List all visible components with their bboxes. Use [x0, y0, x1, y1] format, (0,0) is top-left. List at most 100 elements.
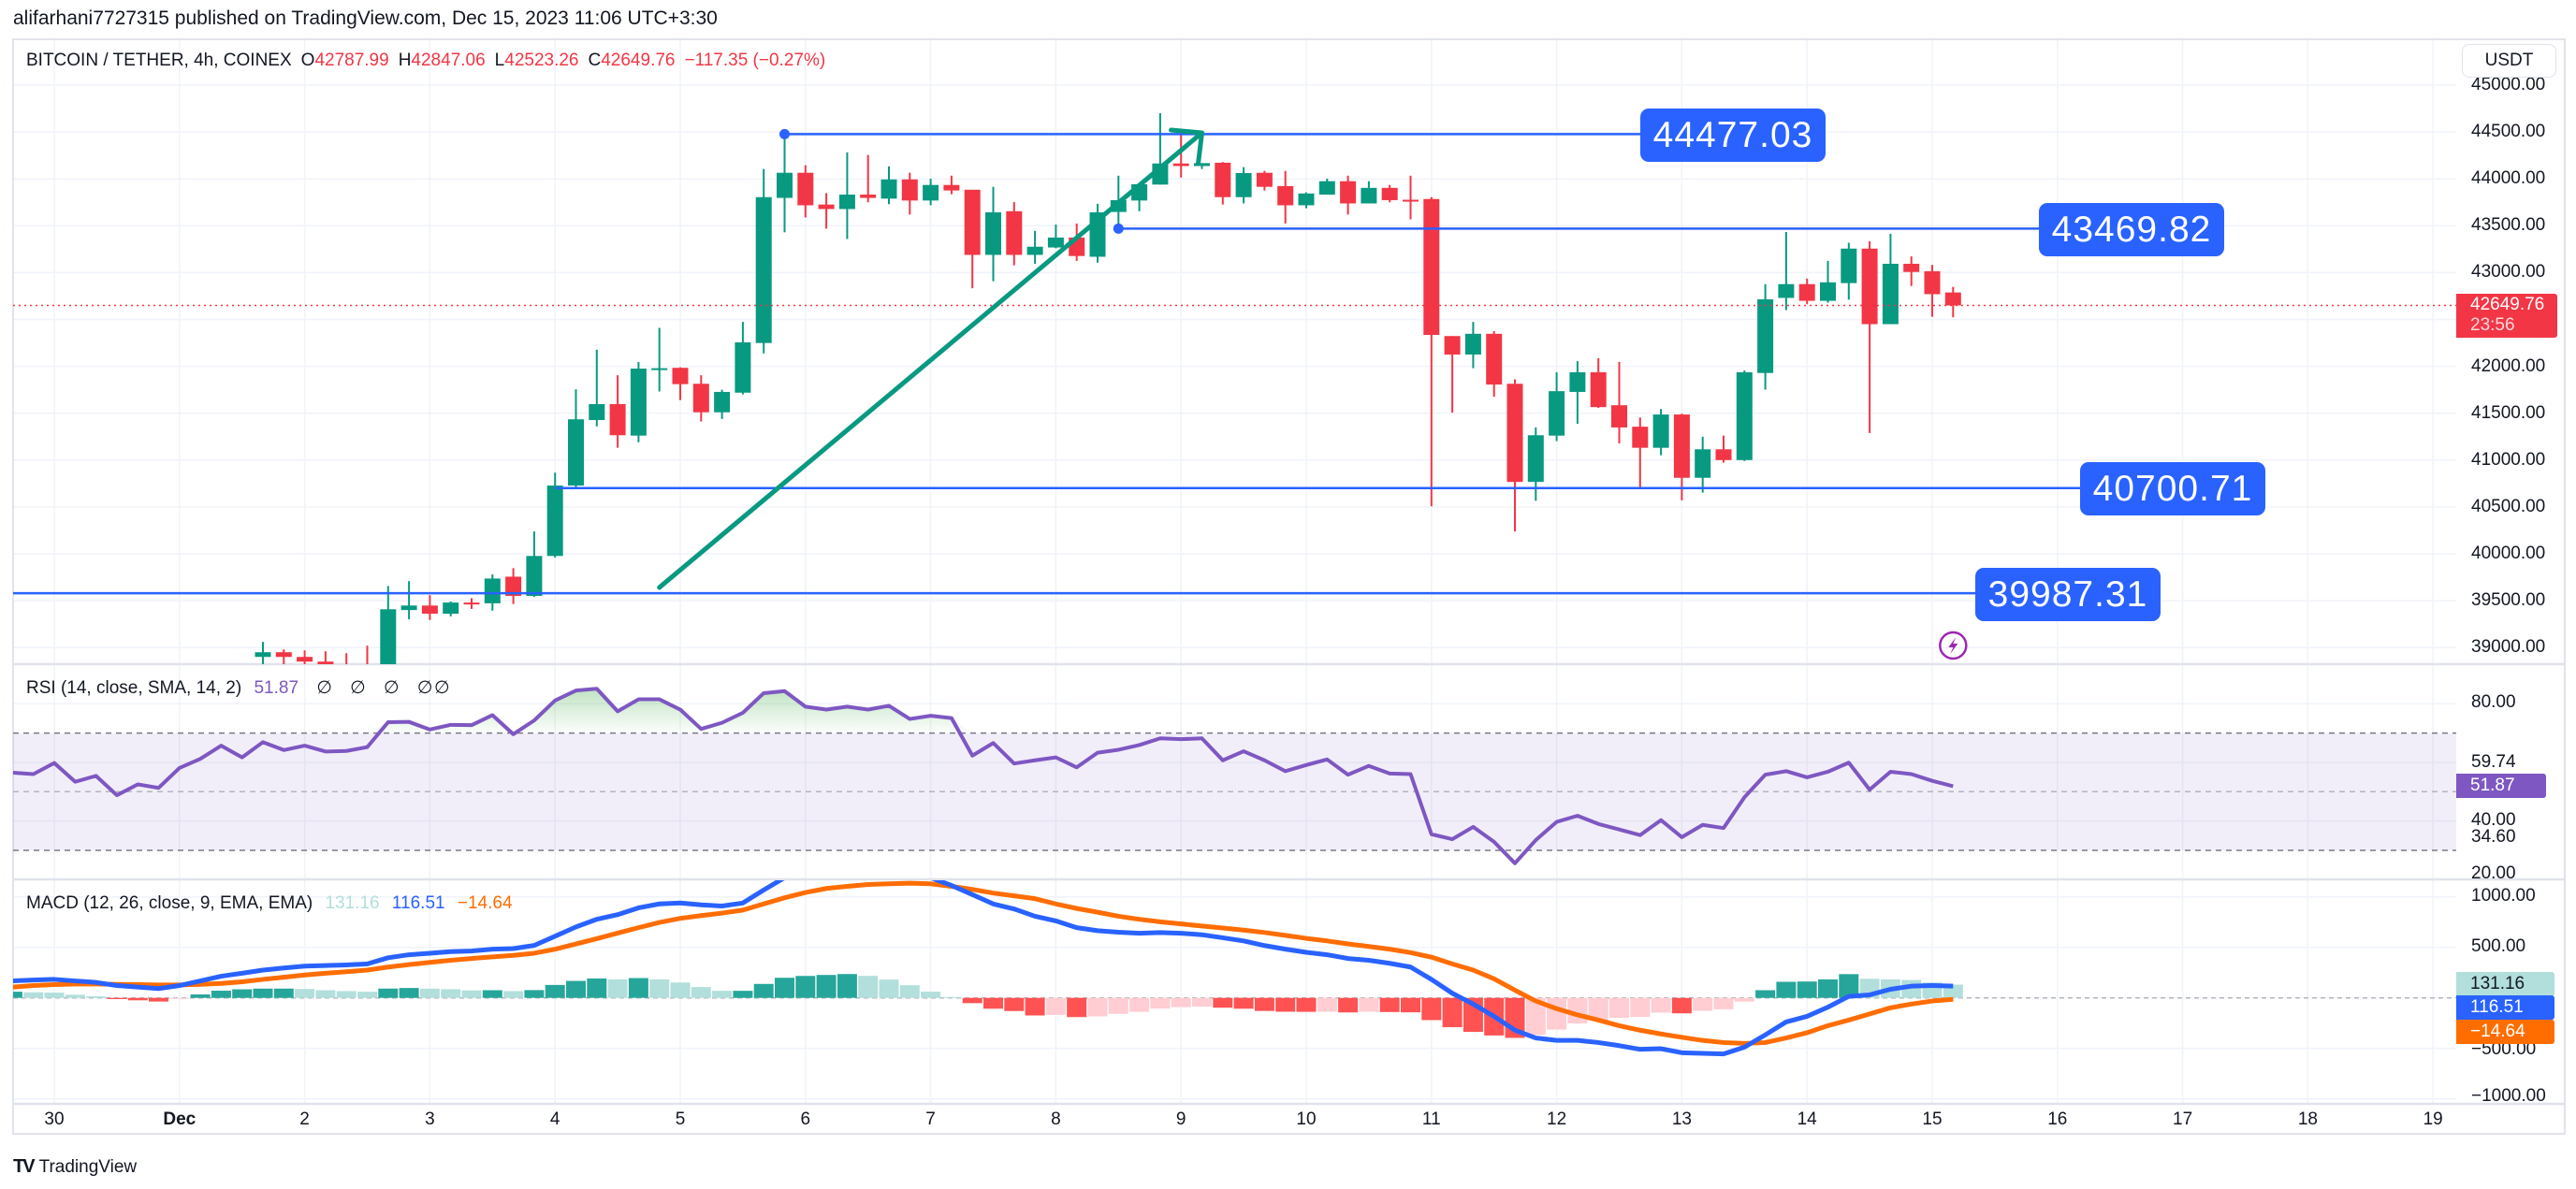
rsi-value-tag: 51.87	[2456, 774, 2546, 798]
candle-body	[1861, 248, 1878, 325]
macd-histogram-bar	[566, 980, 586, 998]
rsi-pane[interactable]	[12, 687, 2456, 865]
macd-histogram-bar	[837, 974, 857, 998]
candle	[1590, 357, 1607, 408]
candle-body	[359, 671, 375, 675]
candle-body	[692, 384, 709, 413]
candle-body	[755, 196, 772, 343]
candle-body	[1506, 384, 1523, 483]
macd-legend[interactable]: MACD (12, 26, close, 9, EMA, EMA) 131.16…	[26, 893, 513, 914]
macd-histogram-bar	[1338, 997, 1359, 1013]
rsi-null-4: ∅	[416, 678, 433, 698]
lightning-icon-bolt	[1948, 637, 1958, 654]
candle	[1715, 435, 1732, 463]
time-axis-label: 9	[1175, 1109, 1186, 1129]
lightning-icon-ring	[1939, 631, 1968, 660]
candle-body	[1444, 336, 1461, 355]
candle	[838, 152, 855, 239]
price-axis-label: 40000.00	[2471, 544, 2546, 563]
macd-histogram-bar	[879, 979, 899, 998]
macd-histogram-bar	[1818, 979, 1838, 998]
time-axis-label: 13	[1671, 1109, 1692, 1129]
level-label-40700[interactable]: 40700.71	[2080, 462, 2265, 515]
macd-histogram-bar	[295, 989, 315, 998]
macd-histogram-bar	[1004, 997, 1025, 1011]
candle	[630, 361, 647, 442]
macd-histogram-bar	[503, 991, 524, 998]
time-axis-label: 16	[2047, 1109, 2068, 1129]
level-label-44477[interactable]: 44477.03	[1640, 109, 1826, 162]
candle	[1318, 178, 1335, 196]
candle	[1841, 242, 1857, 300]
candle	[943, 175, 960, 195]
macd-histogram-bar	[1734, 997, 1754, 1002]
macd-histogram-bar	[712, 991, 733, 998]
macd-histogram-bar	[1609, 997, 1629, 1019]
candle-body	[714, 391, 731, 413]
macd-histogram-bar	[1192, 997, 1212, 1007]
tradingview-logo[interactable]: TV TradingView	[13, 1156, 137, 1178]
candle	[1944, 286, 1961, 318]
candle-body	[400, 605, 417, 611]
pane-frame	[12, 38, 2566, 1135]
level-label-39987[interactable]: 39987.31	[1975, 568, 2161, 621]
last-price-tag: 42649.76 23:56	[2456, 294, 2557, 338]
macd-histogram-bar	[753, 983, 774, 998]
macd-histogram-bar	[1839, 974, 1859, 998]
candle-body	[1549, 391, 1565, 436]
candle	[1549, 371, 1565, 442]
candle	[1026, 230, 1043, 264]
symbol-legend: BITCOIN / TETHER, 4h, COINEX O 42787.99 H…	[26, 51, 825, 71]
rsi-legend[interactable]: RSI (14, close, SMA, 14, 2) 51.87 ∅ ∅ ∅ …	[26, 677, 432, 699]
macd-histogram-bar	[169, 997, 190, 999]
time-axis-label: 8	[1051, 1109, 1061, 1129]
last-price: 42649.76	[2470, 295, 2545, 314]
price-axis-label: 42000.00	[2471, 355, 2546, 376]
candle	[1235, 167, 1252, 204]
currency-button[interactable]: USDT	[2462, 44, 2556, 78]
time-axis-label: 10	[1296, 1109, 1317, 1129]
candle	[1256, 170, 1273, 191]
macd-histogram-bar	[899, 985, 920, 998]
level-label-43469[interactable]: 43469.82	[2039, 203, 2224, 256]
candle-body	[818, 204, 835, 210]
rsi-axis-3460: 34.60	[2471, 827, 2516, 847]
macd-histogram-bar	[1317, 997, 1337, 1012]
candle-body	[838, 195, 855, 210]
time-axis-label: 11	[1421, 1109, 1441, 1129]
candle-body	[297, 657, 313, 662]
time-axis-label: Dec	[163, 1109, 196, 1129]
price-pane[interactable]	[13, 112, 2456, 680]
candle	[1632, 417, 1649, 488]
candle-body	[1673, 414, 1690, 478]
candle	[1277, 170, 1294, 224]
candle-body	[1298, 193, 1315, 206]
candle-body	[651, 368, 668, 370]
candle-body	[1215, 162, 1231, 197]
candle	[923, 178, 939, 206]
candle-body	[1318, 181, 1335, 196]
symbol-title[interactable]: BITCOIN / TETHER, 4h, COINEX	[26, 51, 292, 70]
candle	[1527, 427, 1544, 501]
candle-body	[1403, 199, 1419, 202]
macd-pane[interactable]	[3, 863, 2456, 1057]
price-axis-label: 41500.00	[2471, 402, 2546, 423]
candle	[359, 645, 375, 675]
macd-signal-tag: −14.64	[2456, 1020, 2554, 1044]
drawings-layer[interactable]	[13, 127, 2080, 660]
rsi-value: 51.87	[254, 678, 299, 698]
candle	[1444, 336, 1461, 413]
candle-body	[923, 184, 939, 201]
time-axis-label: 7	[925, 1109, 936, 1129]
chart-border	[12, 38, 2566, 1135]
candle	[421, 595, 438, 620]
candle	[1464, 322, 1481, 369]
price-axis-label: 39000.00	[2471, 637, 2546, 658]
candle	[1903, 256, 1920, 286]
candle	[1172, 133, 1189, 178]
macd-histogram-bar	[649, 979, 670, 998]
candle	[1403, 175, 1419, 220]
candle-body	[505, 576, 522, 596]
candle-body	[943, 184, 960, 191]
